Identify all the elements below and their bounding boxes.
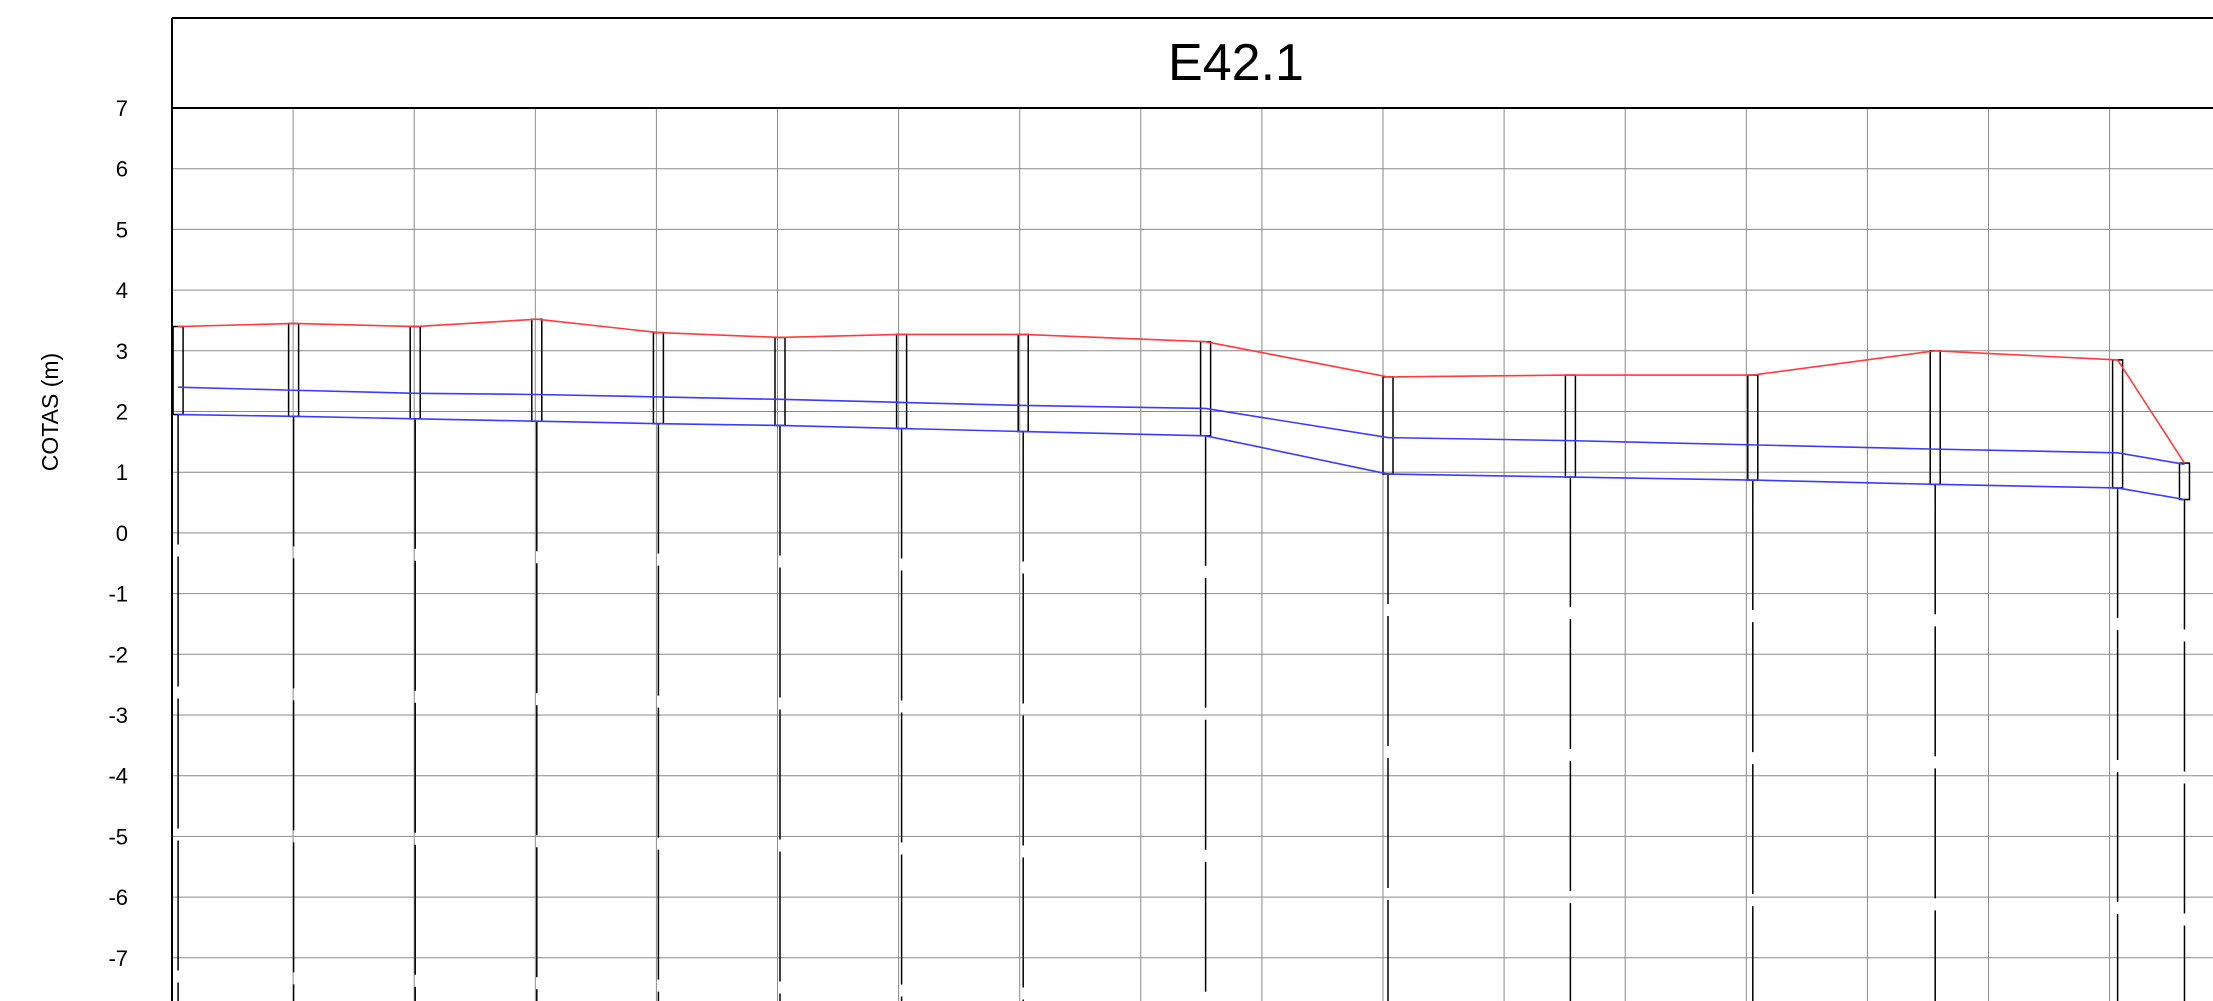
y-tick-label: 6 [116,157,128,182]
borehole-casing [409,325,421,420]
series-lines [178,318,2186,501]
y-axis-ticks: 7 6 5 4 3 2 1 0 -1 -2 -3 -4 -5 -6 -7 [108,96,128,971]
y-tick-label: -7 [108,946,128,971]
y-tick-label: -1 [108,582,128,607]
layer-line [178,413,2185,501]
borehole-casing [531,318,543,422]
borehole-casing [172,325,184,416]
grid [172,107,2213,1001]
chart-frame [171,17,2213,1001]
y-tick-label: -2 [108,642,128,667]
y-tick-label: -6 [108,885,128,910]
y-tick-label: 3 [116,339,128,364]
y-axis-label: COTAS (m) [37,353,63,471]
y-tick-label: -3 [108,703,128,728]
y-tick-label: 4 [116,278,128,303]
borehole-casing [1199,340,1212,437]
borehole-casing [1747,374,1759,481]
borehole-casing [652,331,665,425]
borehole-casing [2111,359,2124,489]
y-tick-label: 2 [116,400,128,425]
layer-line [178,386,2185,466]
y-tick-label: 7 [116,96,128,121]
y-tick-label: 0 [116,521,128,546]
borehole-casing [1564,374,1577,478]
chart-title: E42.1 [1168,34,1304,92]
borehole-casing [1382,376,1394,475]
borehole-markers [172,318,2191,1001]
y-tick-label: 5 [116,217,128,242]
borehole-casing [1929,350,1941,486]
terrain-line [178,318,2186,464]
y-tick-label: 1 [116,460,128,485]
y-tick-label: -5 [108,824,128,849]
y-tick-label: -4 [108,764,128,789]
borehole-casing [2178,462,2191,501]
